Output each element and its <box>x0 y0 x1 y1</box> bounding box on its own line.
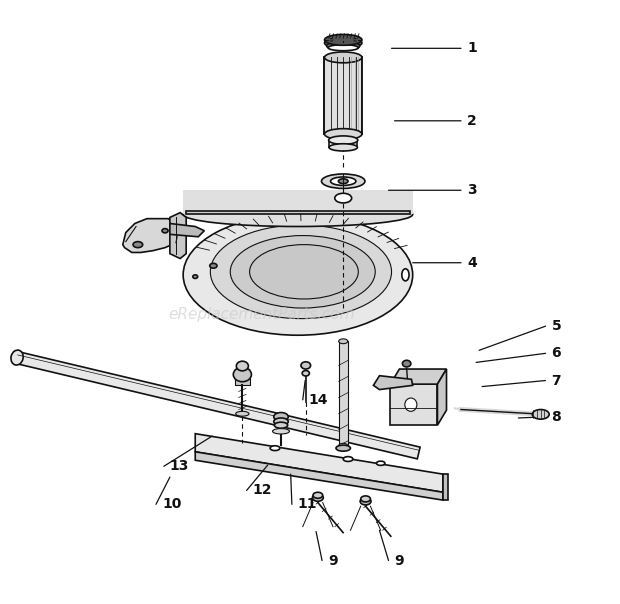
Ellipse shape <box>236 411 249 416</box>
Ellipse shape <box>405 398 417 411</box>
Ellipse shape <box>327 42 360 50</box>
Ellipse shape <box>339 339 348 344</box>
Polygon shape <box>195 434 443 492</box>
Polygon shape <box>16 352 420 459</box>
Polygon shape <box>170 223 205 237</box>
Ellipse shape <box>233 367 252 382</box>
Polygon shape <box>324 57 362 134</box>
Ellipse shape <box>302 370 309 376</box>
Text: 14: 14 <box>309 393 329 407</box>
Bar <box>183 190 413 214</box>
Ellipse shape <box>339 179 348 184</box>
Ellipse shape <box>328 45 358 51</box>
Ellipse shape <box>312 494 323 501</box>
Polygon shape <box>339 341 348 446</box>
Ellipse shape <box>11 350 23 365</box>
Text: 4: 4 <box>467 255 477 270</box>
Ellipse shape <box>402 269 409 281</box>
Text: 12: 12 <box>252 483 272 498</box>
Text: 7: 7 <box>552 373 561 388</box>
Ellipse shape <box>360 498 371 505</box>
Polygon shape <box>438 369 446 425</box>
Ellipse shape <box>313 492 322 498</box>
Polygon shape <box>123 219 180 252</box>
Polygon shape <box>195 452 443 500</box>
Text: 1: 1 <box>467 41 477 56</box>
Ellipse shape <box>336 445 350 451</box>
Ellipse shape <box>402 360 411 367</box>
Ellipse shape <box>533 410 549 419</box>
Ellipse shape <box>250 245 358 299</box>
Ellipse shape <box>329 136 358 144</box>
Text: 13: 13 <box>170 459 189 474</box>
Ellipse shape <box>324 129 362 140</box>
Ellipse shape <box>210 225 392 318</box>
Polygon shape <box>391 384 438 425</box>
Text: 10: 10 <box>162 497 182 512</box>
Ellipse shape <box>162 229 168 233</box>
Text: 2: 2 <box>467 114 477 128</box>
Ellipse shape <box>273 429 290 434</box>
Ellipse shape <box>324 34 362 45</box>
Ellipse shape <box>322 174 365 188</box>
Ellipse shape <box>183 214 413 335</box>
Ellipse shape <box>361 496 370 502</box>
Polygon shape <box>170 213 186 259</box>
Polygon shape <box>235 374 250 385</box>
Text: eReplacementParts.com: eReplacementParts.com <box>169 307 355 321</box>
Ellipse shape <box>324 52 362 63</box>
Ellipse shape <box>274 418 288 425</box>
Polygon shape <box>443 474 448 500</box>
Ellipse shape <box>133 242 143 248</box>
Ellipse shape <box>330 177 356 185</box>
Text: 8: 8 <box>552 410 561 424</box>
Ellipse shape <box>335 193 352 203</box>
Text: 11: 11 <box>298 497 317 512</box>
Polygon shape <box>391 369 446 384</box>
Ellipse shape <box>183 202 413 226</box>
Ellipse shape <box>270 446 280 451</box>
Ellipse shape <box>274 413 288 421</box>
Ellipse shape <box>230 236 375 308</box>
Ellipse shape <box>210 263 217 268</box>
Ellipse shape <box>324 37 362 48</box>
Text: 3: 3 <box>467 183 477 198</box>
Ellipse shape <box>301 362 311 369</box>
Text: 9: 9 <box>394 553 404 568</box>
Ellipse shape <box>193 275 198 278</box>
Ellipse shape <box>236 361 249 371</box>
Ellipse shape <box>376 461 385 465</box>
Ellipse shape <box>343 457 353 461</box>
Ellipse shape <box>275 422 288 428</box>
Text: 9: 9 <box>328 553 338 568</box>
Ellipse shape <box>339 443 348 448</box>
Polygon shape <box>373 376 413 390</box>
Text: 6: 6 <box>552 346 561 361</box>
Ellipse shape <box>329 144 358 151</box>
Polygon shape <box>186 211 410 214</box>
Text: 5: 5 <box>552 319 561 333</box>
